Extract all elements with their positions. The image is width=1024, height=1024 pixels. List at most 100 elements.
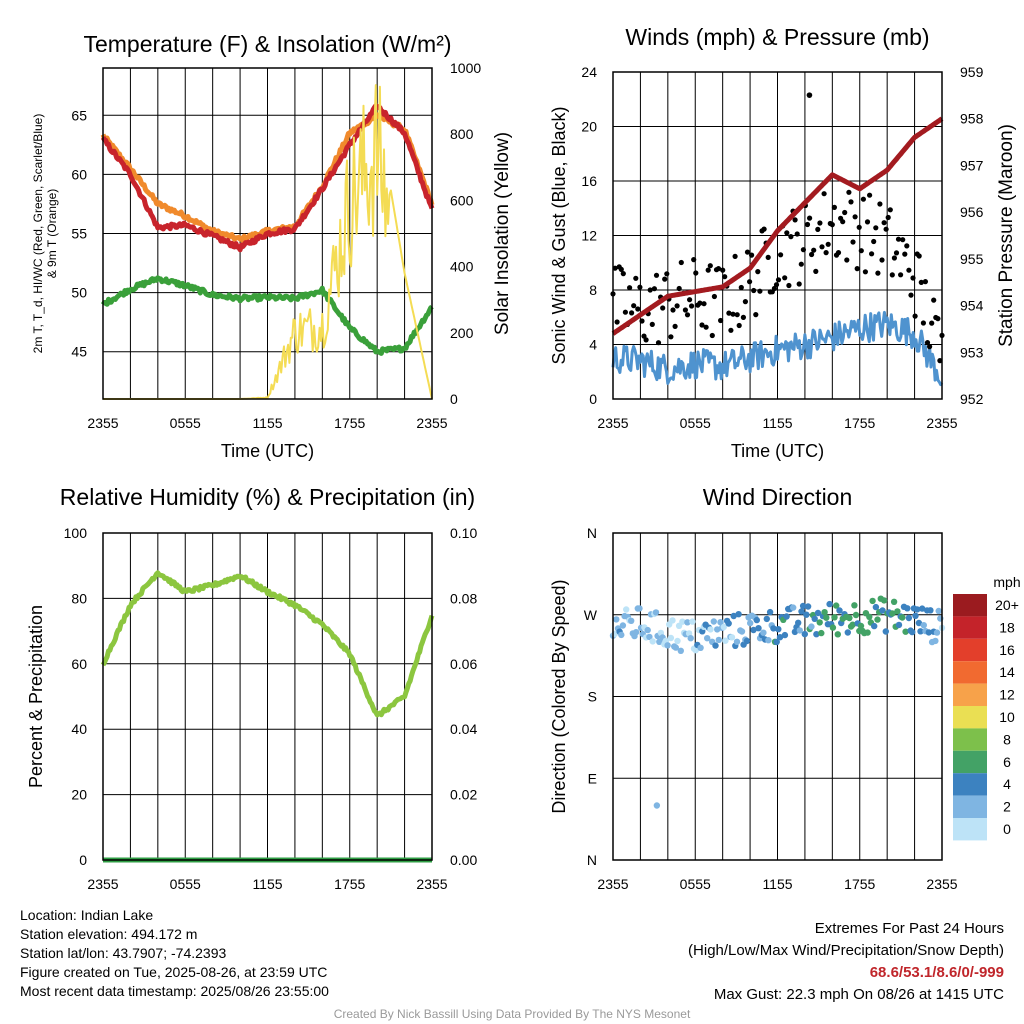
direction-point (935, 607, 942, 615)
gust-point (651, 286, 658, 292)
legend-swatch (953, 638, 987, 662)
y2-tick-label: 400 (450, 259, 474, 275)
direction-point (852, 611, 860, 619)
x-tick-label: 0555 (680, 415, 711, 431)
gust-point (929, 320, 935, 326)
legend-swatch (953, 661, 987, 684)
direction-point (818, 629, 825, 637)
legend-swatch (953, 683, 987, 706)
x-tick-label: 2355 (87, 876, 118, 892)
direction-point (808, 623, 815, 630)
direction-point (834, 631, 841, 638)
legend-label: 0 (1003, 821, 1011, 837)
gust-point (912, 313, 918, 319)
gust-point (647, 287, 653, 293)
gust-point (895, 236, 902, 242)
y2-tick-label: 0 (450, 391, 458, 407)
direction-point (831, 614, 838, 621)
gust-point (668, 334, 674, 340)
gust-point (744, 249, 751, 255)
y2-tick-label: 952 (960, 391, 984, 407)
gust-point (794, 231, 800, 237)
direction-point (895, 621, 903, 629)
gust-point (875, 270, 881, 276)
legend-swatch (953, 818, 987, 841)
gust-point (867, 192, 873, 198)
direction-point (776, 634, 784, 641)
gust-point (775, 277, 782, 283)
direction-point (920, 622, 927, 629)
direction-point (720, 623, 727, 631)
y-tick-label: 65 (71, 107, 87, 123)
direction-point (882, 628, 889, 635)
gust-point (898, 272, 904, 278)
gust-point (782, 275, 788, 281)
direction-point (692, 647, 699, 654)
series-line (100, 570, 435, 718)
y-axis-label: Direction (Colored By Speed) (549, 579, 569, 813)
gust-point (862, 269, 869, 275)
direction-point (816, 619, 823, 626)
series-line (611, 116, 944, 336)
x-tick-label: 0555 (170, 876, 201, 892)
gust-point (883, 226, 889, 232)
direction-point (889, 610, 896, 617)
gust-point (931, 297, 937, 303)
chart-title: Winds (mph) & Pressure (mb) (625, 24, 929, 50)
direction-point (914, 606, 921, 613)
plot-frame (612, 71, 943, 400)
gust-point (622, 309, 629, 315)
gust-point (705, 267, 711, 273)
series-line (611, 310, 944, 387)
legend-swatch (953, 616, 987, 639)
gust-point (823, 250, 829, 256)
gust-point (786, 282, 792, 289)
direction-point (773, 638, 780, 646)
direction-point (689, 618, 696, 625)
direction-point (623, 606, 630, 613)
extremes-title: Extremes For Past 24 Hours (814, 920, 1004, 937)
legend-label: 16 (999, 642, 1015, 658)
y-tick-label: 24 (581, 64, 597, 80)
direction-point (798, 608, 805, 615)
legend-label: 20+ (995, 597, 1019, 613)
direction-point-outlier (653, 802, 661, 809)
legend-label: 6 (1003, 754, 1011, 770)
y2-tick-label: 0.06 (450, 656, 477, 672)
gust-point (734, 312, 740, 318)
direction-point (735, 611, 742, 618)
direction-point (753, 616, 760, 624)
direction-point (833, 602, 840, 609)
gust-point (732, 253, 738, 259)
gust-point (730, 311, 736, 317)
gust-point (927, 344, 933, 350)
gust-point (753, 312, 759, 318)
direction-point (644, 626, 651, 634)
x-tick-label: 2355 (597, 415, 628, 431)
winds-chart: Winds (mph) & Pressure (mb) Time (UTC) 235… (549, 24, 1017, 461)
direction-point (811, 615, 818, 622)
gust-point (842, 209, 848, 216)
gust-point (740, 314, 747, 320)
legend-title: mph (993, 574, 1020, 590)
gust-point (850, 239, 856, 245)
y2-tick-label: 957 (960, 157, 984, 173)
y-axis-label: Sonic Wind & Gust (Blue, Black) (549, 106, 569, 364)
direction-point (669, 617, 676, 624)
direction-point (618, 631, 625, 639)
x-tick-label: 1755 (334, 876, 365, 892)
gust-point (840, 219, 846, 225)
direction-point (874, 616, 881, 623)
temperature-chart: Temperature (F) & Insolation (W/m²) Time … (31, 31, 513, 461)
direction-point (796, 627, 803, 634)
direction-point (743, 637, 751, 645)
gust-point (804, 221, 811, 228)
direction-point (652, 609, 660, 616)
x-tick-label: 1155 (252, 415, 282, 431)
gust-point (718, 317, 724, 324)
direction-point (704, 635, 711, 642)
direction-point (866, 613, 873, 620)
direction-point (677, 647, 684, 654)
x-tick-label: 2355 (87, 415, 118, 431)
gust-point (738, 284, 744, 291)
